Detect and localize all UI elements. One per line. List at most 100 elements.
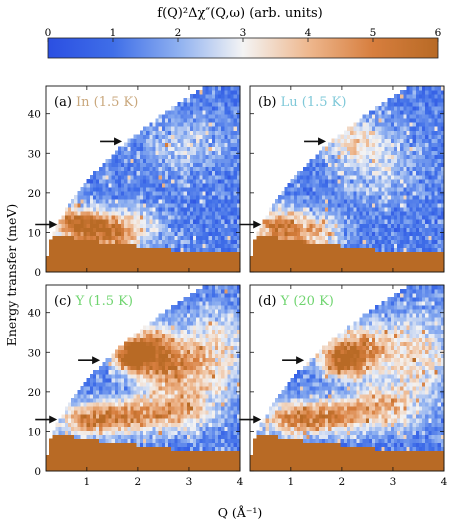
heatmap-cell (353, 199, 357, 204)
heatmap-cell (127, 378, 131, 383)
heatmap-cell (96, 239, 100, 244)
heatmap-cell (390, 191, 395, 196)
heatmap-cell (287, 191, 291, 196)
heatmap-cell (340, 243, 345, 249)
heatmap-cell (136, 219, 141, 224)
heatmap-cell (58, 231, 62, 236)
heatmap-cell (114, 154, 119, 160)
heatmap-cell (114, 259, 119, 265)
heatmap-cell (92, 446, 97, 452)
heatmap-cell (92, 183, 97, 188)
heatmap-cell (105, 406, 109, 411)
heatmap-cell (365, 142, 370, 147)
heatmap-cell (143, 406, 147, 411)
heatmap-cell (236, 102, 241, 107)
heatmap-cell (67, 267, 72, 273)
heatmap-cell (130, 215, 134, 220)
heatmap-cell (136, 357, 141, 363)
heatmap-cell (362, 243, 367, 249)
heatmap-cell (233, 118, 238, 123)
heatmap-cell (61, 223, 66, 228)
heatmap-cell (130, 150, 134, 156)
heatmap-cell (224, 106, 228, 111)
heatmap-cell (133, 251, 138, 257)
heatmap-cell (387, 114, 392, 119)
heatmap-cell (121, 369, 125, 375)
heatmap-cell (171, 191, 175, 196)
heatmap-cell (111, 231, 116, 236)
heatmap-cell (347, 255, 351, 261)
heatmap-cell (347, 158, 351, 164)
heatmap-cell (397, 98, 401, 103)
heatmap-cell (372, 134, 376, 139)
heatmap-cell (146, 243, 150, 249)
heatmap-cell (99, 426, 103, 431)
heatmap-cell (415, 122, 420, 127)
heatmap-cell (343, 251, 348, 257)
heatmap-cell (143, 187, 147, 192)
heatmap-cell (278, 239, 282, 244)
heatmap-cell (130, 394, 134, 399)
heatmap-cell (130, 243, 134, 249)
heatmap-cell (121, 398, 125, 403)
heatmap-cell (143, 251, 147, 257)
heatmap-cell (409, 154, 414, 160)
heatmap-cell (208, 199, 213, 204)
heatmap-cell (102, 390, 106, 395)
heatmap-cell (196, 154, 200, 160)
heatmap-cell (406, 162, 410, 168)
heatmap-cell (136, 446, 141, 452)
heatmap-cell (262, 227, 266, 232)
heatmap-cell (362, 187, 367, 192)
heatmap-cell (202, 114, 206, 119)
heatmap-cell (196, 138, 200, 143)
heatmap-cell (309, 179, 313, 184)
heatmap-cell (71, 199, 75, 204)
heatmap-cell (55, 454, 59, 460)
heatmap-cell (434, 86, 439, 91)
heatmap-cell (105, 438, 109, 443)
heatmap-cell (397, 114, 401, 119)
heatmap-cell (390, 162, 395, 168)
heatmap-cell (64, 211, 69, 216)
heatmap-cell (331, 203, 335, 208)
heatmap-cell (422, 170, 426, 176)
heatmap-cell (189, 243, 194, 249)
heatmap-cell (74, 259, 78, 265)
heatmap-cell (262, 263, 266, 269)
heatmap-cell (356, 195, 360, 200)
heatmap-cell (208, 203, 213, 208)
heatmap-cell (230, 106, 235, 111)
heatmap-cell (193, 195, 197, 200)
heatmap-cell (440, 219, 445, 224)
heatmap-cell (340, 134, 345, 139)
heatmap-cell (208, 183, 213, 188)
heatmap-cell (92, 394, 97, 399)
heatmap-cell (428, 219, 432, 224)
heatmap-cell (121, 414, 125, 419)
heatmap-cell (281, 231, 285, 236)
heatmap-cell (227, 118, 231, 123)
heatmap-cell (96, 410, 100, 415)
heatmap-cell (177, 235, 181, 240)
heatmap-cell (393, 118, 398, 123)
heatmap-cell (211, 102, 216, 107)
heatmap-cell (265, 223, 270, 228)
heatmap-cell (359, 118, 363, 123)
heatmap-cell (205, 183, 210, 188)
heatmap-cell (353, 243, 357, 249)
heatmap-cell (440, 94, 445, 99)
heatmap-cell (300, 255, 304, 261)
heatmap-cell (390, 239, 395, 244)
heatmap-cell (409, 259, 414, 265)
heatmap-cell (108, 255, 113, 261)
heatmap-cell (202, 259, 206, 265)
heatmap-cell (437, 174, 442, 180)
heatmap-cell (177, 126, 181, 131)
heatmap-cell (428, 102, 432, 107)
heatmap-cell (89, 179, 94, 184)
heatmap-cell (275, 211, 279, 216)
heatmap-cell (161, 219, 166, 224)
heatmap-cell (208, 146, 213, 151)
heatmap-cell (397, 263, 401, 269)
